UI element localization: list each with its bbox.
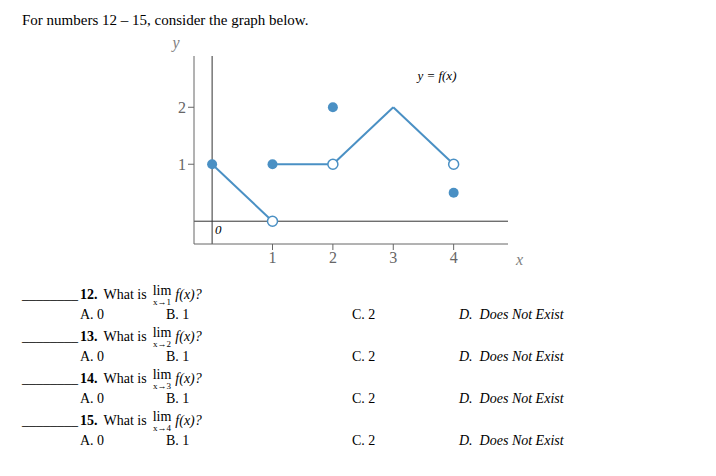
html-text:x→4 f(x)?: x→4 f(x)? xyxy=(153,413,202,433)
html-text:C. 2: C. 2 xyxy=(352,349,376,364)
html-text:x→3 f(x)?: x→3 f(x)? xyxy=(153,371,202,391)
svg-text:3: 3 xyxy=(389,249,397,266)
html-text:A. 0: A. 0 xyxy=(80,307,105,322)
html-text:A. 0: A. 0 xyxy=(80,349,105,364)
html-text:C. 2: C. 2 xyxy=(352,433,376,448)
html-text:x→2 f(x)?: x→2 f(x)? xyxy=(153,329,202,349)
svg-text:0: 0 xyxy=(215,222,222,237)
svg-text:1: 1 xyxy=(269,249,277,266)
html-text:A. 0: A. 0 xyxy=(80,433,105,448)
html-text:x→1 f(x)?: x→1 f(x)? xyxy=(153,287,202,307)
svg-text:2: 2 xyxy=(329,249,337,266)
html-text:B. 1: B. 1 xyxy=(166,433,190,448)
svg-text:1: 1 xyxy=(178,156,186,173)
html-text:D. Does Not Exist: D. Does Not Exist xyxy=(459,307,564,322)
html-text:For numbers 12 – 15, consider: For numbers 12 – 15, consider the graph … xyxy=(22,12,309,28)
svg-text:y = f(x): y = f(x) xyxy=(415,68,456,83)
svg-text:y: y xyxy=(170,34,180,52)
svg-text:4: 4 xyxy=(450,249,458,266)
svg-text:x: x xyxy=(515,251,523,268)
html-text:________ 14. What is lim: ________ 14. What is lim xyxy=(22,366,172,386)
html-text:D. Does Not Exist: D. Does Not Exist xyxy=(459,433,564,448)
html-text:________ 12. What is lim: ________ 12. What is lim xyxy=(22,282,172,302)
html-text:________ 13. What is lim: ________ 13. What is lim xyxy=(22,324,172,344)
html-text:A. 0: A. 0 xyxy=(80,391,105,406)
svg-text:2: 2 xyxy=(178,99,186,116)
html-text:D. Does Not Exist: D. Does Not Exist xyxy=(459,349,564,364)
html-text:________ 15. What is lim: ________ 15. What is lim xyxy=(22,408,172,428)
html-text:B. 1: B. 1 xyxy=(166,349,190,364)
html-text:B. 1: B. 1 xyxy=(166,307,190,322)
html-text:C. 2: C. 2 xyxy=(352,391,376,406)
html-text:B. 1: B. 1 xyxy=(166,391,190,406)
html-text:C. 2: C. 2 xyxy=(352,307,376,322)
html-text:D. Does Not Exist: D. Does Not Exist xyxy=(459,391,564,406)
